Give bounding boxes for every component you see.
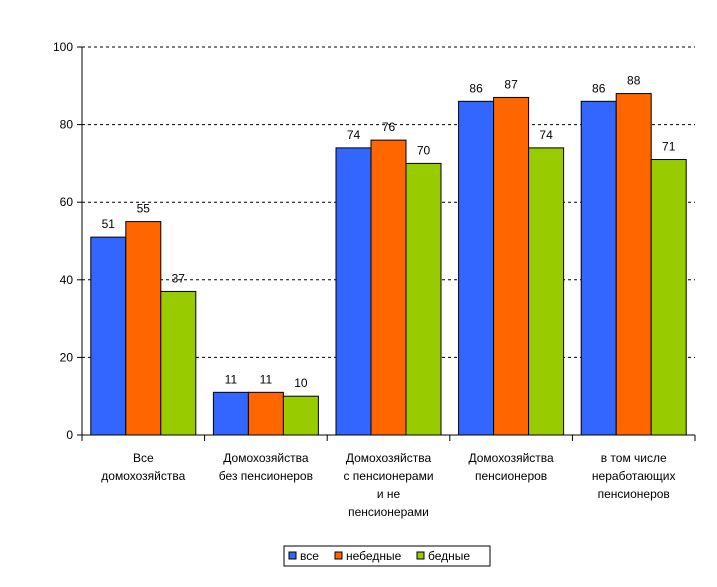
x-tick-label: и не [377, 487, 401, 501]
y-tick-label: 0 [66, 428, 73, 442]
bar-небедные-3 [493, 96, 530, 436]
bar-все-0 [90, 236, 127, 436]
data-label: 74 [347, 128, 361, 142]
bar-бедные-1 [282, 395, 319, 436]
data-label: 70 [417, 143, 431, 157]
data-label: 86 [469, 81, 483, 95]
axes: 0 20 40 60 80 100 Все домохозяйства Домохозяйств… [53, 40, 696, 519]
data-label: 86 [592, 81, 606, 95]
bar-небедные-2 [370, 139, 407, 436]
x-tick-label: пенсионерами [348, 505, 429, 519]
legend-label: небедные [346, 549, 402, 563]
bar-все-2 [335, 147, 372, 436]
y-tick-label: 20 [60, 350, 74, 364]
bar-бедные-4 [650, 159, 687, 436]
bar-небедные-1 [247, 391, 284, 436]
x-tick-label: без пенсионеров [219, 469, 313, 483]
bar-небедные-0 [125, 221, 162, 436]
x-tick-label: Домохозяйства [346, 451, 432, 465]
x-tick-label: Домохозяйства [223, 451, 309, 465]
legend-box [283, 545, 491, 567]
legend-label: бедные [428, 549, 470, 563]
data-label: 87 [504, 77, 518, 91]
bar-все-4 [580, 100, 617, 436]
data-label: 76 [382, 120, 396, 134]
x-tick-label: пенсионеров [475, 469, 547, 483]
legend-label: все [300, 549, 319, 563]
data-label: 37 [172, 271, 186, 285]
data-label: 74 [539, 128, 553, 142]
bar-бедные-0 [160, 290, 197, 436]
bar-бедные-2 [405, 162, 442, 436]
bar-небедные-4 [615, 93, 652, 436]
x-tick-label: в том числе [601, 451, 667, 465]
x-tick-label: неработающих [592, 469, 676, 483]
x-tick-label: пенсионеров [598, 487, 670, 501]
x-tick-label: Все [133, 451, 154, 465]
data-label: 10 [294, 376, 308, 390]
bar-все-3 [458, 100, 495, 436]
data-label: 71 [662, 140, 676, 154]
data-label: 11 [225, 372, 238, 386]
y-tick-label: 80 [60, 118, 74, 132]
x-tick-label: домохозяйства [101, 469, 185, 483]
legend-swatch-небедные [334, 551, 343, 560]
data-labels: 51 55 37 11 11 10 74 76 70 86 87 74 86 88 71 [102, 74, 676, 391]
data-label: 51 [102, 217, 116, 231]
legend-swatch-все [288, 551, 297, 560]
data-label: 55 [137, 202, 151, 216]
bar-все-1 [212, 391, 249, 436]
legend-swatch-бедные [416, 551, 425, 560]
bars [90, 93, 687, 436]
data-label: 11 [260, 372, 273, 386]
data-label: 88 [627, 74, 641, 88]
x-tick-label: с пенсионерами [343, 469, 433, 483]
bar-бедные-3 [528, 147, 565, 436]
y-tick-label: 40 [60, 273, 74, 287]
legend: все небедные бедные [283, 545, 491, 567]
y-tick-label: 100 [53, 40, 73, 54]
x-tick-label: Домохозяйства [468, 451, 554, 465]
y-tick-label: 60 [60, 195, 74, 209]
